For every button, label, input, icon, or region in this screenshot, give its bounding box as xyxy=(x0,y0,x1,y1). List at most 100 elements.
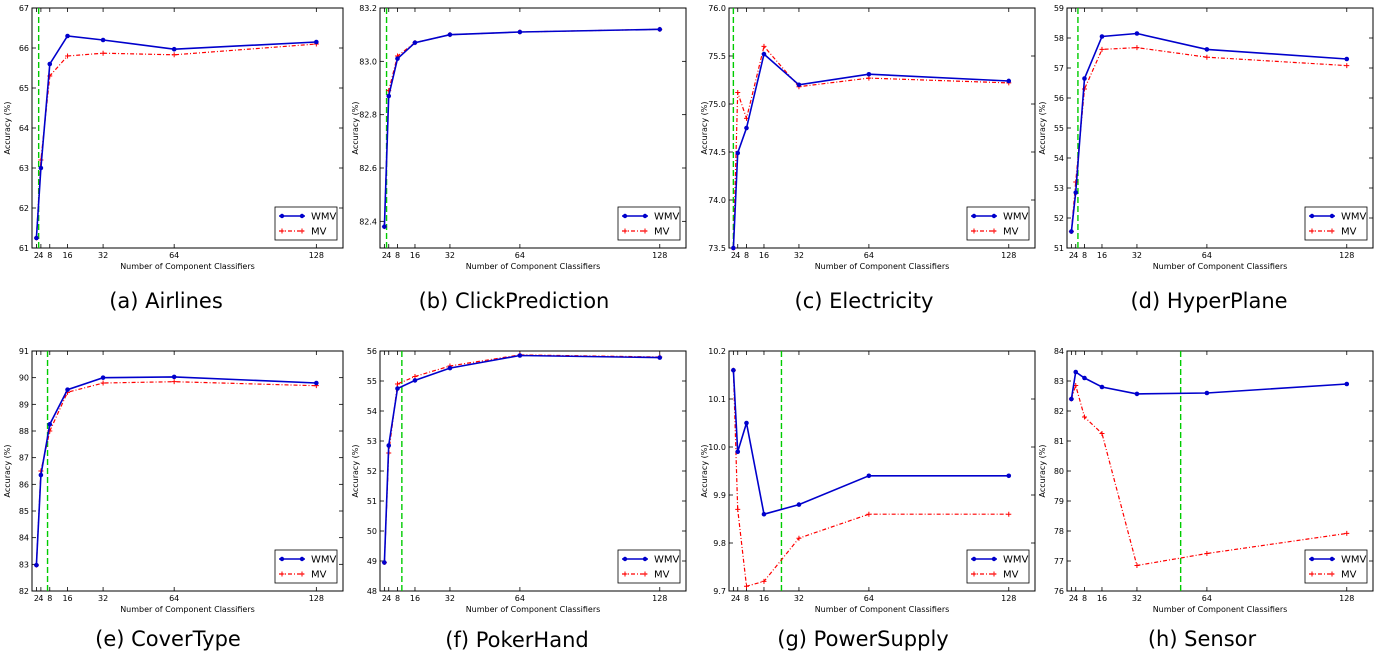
y-tick-label: 77 xyxy=(1054,557,1064,566)
panel-caption: (h) Sensor xyxy=(1148,627,1257,651)
x-axis-label: Number of Component Classifiers xyxy=(1153,262,1288,271)
legend-marker xyxy=(991,556,997,562)
x-tick-label: 16 xyxy=(759,594,769,603)
data-point-wmv xyxy=(38,165,44,171)
data-point-mv xyxy=(866,511,872,517)
data-point-wmv xyxy=(761,511,767,517)
data-point-wmv xyxy=(447,365,453,371)
y-tick-label: 75.5 xyxy=(708,52,726,61)
y-tick-label: 48 xyxy=(367,587,377,596)
data-point-mv xyxy=(1204,54,1210,60)
data-point-wmv xyxy=(1073,369,1079,375)
x-axis-label: Number of Component Classifiers xyxy=(1153,605,1288,614)
series-line-mv xyxy=(1070,46,1347,232)
data-point-wmv xyxy=(395,56,400,61)
x-tick-label: 2 xyxy=(731,594,736,603)
plot-frame xyxy=(379,7,687,249)
legend-marker xyxy=(299,556,305,562)
legend-label-mv: MV xyxy=(311,570,327,581)
y-tick-label: 53 xyxy=(367,437,377,446)
data-point-wmv xyxy=(657,27,663,32)
y-tick-label: 62 xyxy=(19,204,29,213)
y-tick-label: 56 xyxy=(367,347,377,356)
panel-caption: (a) Airlines xyxy=(109,289,223,313)
data-point-mv xyxy=(171,52,177,58)
data-point-wmv xyxy=(34,235,39,241)
x-tick-label: 16 xyxy=(62,594,72,603)
x-tick-label: 16 xyxy=(410,594,420,603)
legend-marker xyxy=(622,571,628,577)
y-tick-label: 82.6 xyxy=(359,164,377,173)
y-tick-label: 83 xyxy=(19,560,29,569)
legend-marker xyxy=(279,556,285,562)
legend-label-mv: MV xyxy=(1341,570,1357,581)
data-point-mv xyxy=(735,506,741,512)
series-line-wmv xyxy=(383,28,660,227)
y-tick-label: 84 xyxy=(19,534,29,543)
x-tick-label: 64 xyxy=(169,251,179,260)
y-tick-label: 49 xyxy=(367,557,377,566)
y-tick-label: 82 xyxy=(19,587,29,596)
y-tick-label: 57 xyxy=(1054,64,1064,73)
data-point-wmv xyxy=(386,93,392,99)
y-tick-label: 56 xyxy=(1054,94,1064,103)
legend-marker xyxy=(299,213,305,219)
legend-box xyxy=(966,549,1030,584)
data-point-mv xyxy=(171,379,177,385)
x-axis-label: Number of Component Classifiers xyxy=(466,262,601,271)
x-tick-label: 4 xyxy=(38,594,43,603)
x-tick-label: 32 xyxy=(794,594,804,603)
y-axis-label: Accuracy (%) xyxy=(3,445,12,498)
data-point-mv xyxy=(1081,414,1087,420)
panel-caption: (e) CoverType xyxy=(95,627,241,651)
data-point-wmv xyxy=(314,380,319,386)
data-point-mv xyxy=(1099,46,1105,52)
data-point-wmv xyxy=(395,386,400,391)
y-tick-label: 66 xyxy=(19,44,29,53)
data-point-mv xyxy=(1344,63,1350,69)
y-tick-label: 73.5 xyxy=(708,244,726,253)
data-point-mv xyxy=(1006,511,1012,517)
legend-marker xyxy=(299,571,305,577)
y-tick-label: 87 xyxy=(19,454,29,463)
y-tick-label: 10.0 xyxy=(708,443,726,452)
x-tick-label: 128 xyxy=(1339,251,1354,260)
data-point-wmv xyxy=(731,367,736,373)
x-tick-label: 8 xyxy=(744,594,749,603)
x-axis-label: Number of Component Classifiers xyxy=(815,262,950,271)
data-point-wmv xyxy=(1204,390,1210,396)
panel-caption: (b) ClickPrediction xyxy=(419,289,610,313)
y-tick-label: 82.8 xyxy=(359,111,377,120)
y-tick-label: 88 xyxy=(19,427,29,436)
x-tick-label: 2 xyxy=(34,251,39,260)
data-point-mv xyxy=(1134,563,1140,568)
data-point-wmv xyxy=(65,33,70,39)
x-tick-label: 32 xyxy=(445,251,455,260)
data-point-wmv xyxy=(38,472,44,478)
data-point-wmv xyxy=(1204,47,1210,52)
x-tick-label: 2 xyxy=(382,251,387,260)
y-tick-label: 74.0 xyxy=(708,196,726,205)
y-tick-label: 83.2 xyxy=(359,4,377,13)
y-tick-label: 84 xyxy=(1054,347,1064,356)
data-point-wmv xyxy=(171,46,177,52)
legend-marker xyxy=(622,556,628,562)
legend-label-mv: MV xyxy=(311,227,327,238)
plot-frame xyxy=(31,350,344,592)
plot-frame xyxy=(728,7,1036,249)
legend-marker xyxy=(1329,213,1335,219)
data-point-wmv xyxy=(100,375,106,380)
data-point-mv xyxy=(100,50,106,56)
data-point-wmv xyxy=(1134,31,1140,36)
x-tick-label: 4 xyxy=(1073,594,1078,603)
legend-label-mv: MV xyxy=(1003,227,1019,238)
y-tick-label: 52 xyxy=(367,467,377,476)
y-axis-label: Accuracy (%) xyxy=(700,445,709,498)
y-tick-label: 90 xyxy=(19,374,29,383)
x-tick-label: 8 xyxy=(744,251,749,260)
data-point-wmv xyxy=(1099,34,1105,39)
chart-panel-7: 2 4 8 16 32 64 128 9.7 9.8 9.9 10.0 10.1 10.2 Number … xyxy=(700,347,1036,651)
legend-label-wmv: WMV xyxy=(1341,555,1367,566)
x-tick-label: 8 xyxy=(395,594,400,603)
x-axis-label: Number of Component Classifiers xyxy=(466,605,601,614)
